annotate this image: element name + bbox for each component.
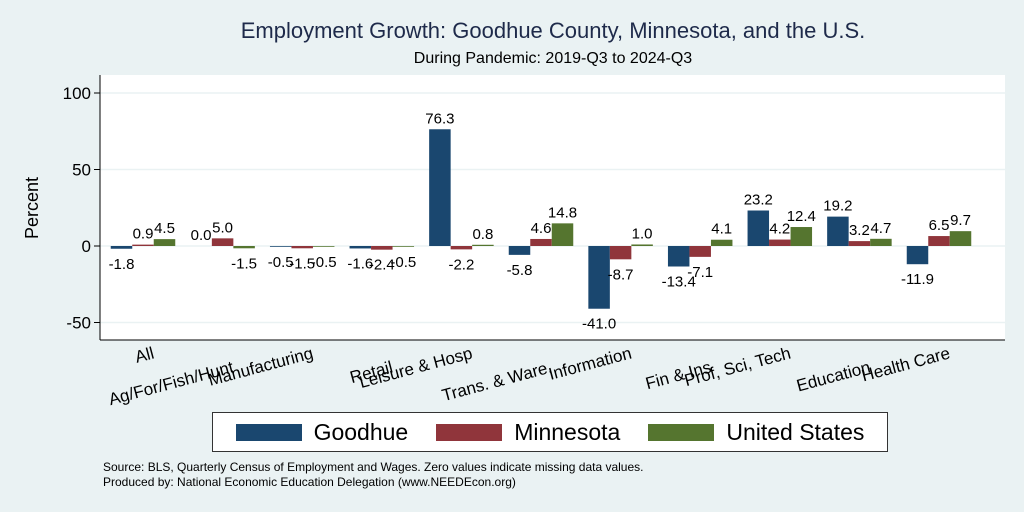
y-tick-label: -50 xyxy=(66,314,91,333)
data-label: -5.8 xyxy=(507,262,533,279)
data-label: 23.2 xyxy=(744,192,773,209)
data-label: 3.2 xyxy=(849,222,870,239)
x-tick-label: Health Care xyxy=(859,344,952,386)
bar-united-states xyxy=(790,227,813,246)
data-label: 0.8 xyxy=(472,226,493,243)
data-label: -0.5 xyxy=(390,254,416,271)
bar-goodhue xyxy=(827,216,849,246)
bar-goodhue xyxy=(508,246,531,255)
bar-united-states xyxy=(710,239,733,246)
bar-goodhue xyxy=(906,246,929,265)
bar-goodhue xyxy=(588,246,610,309)
x-tick-label: Education xyxy=(794,358,872,396)
data-label: -0.5 xyxy=(268,254,294,271)
data-label: 5.0 xyxy=(212,219,233,236)
bar-goodhue xyxy=(269,246,292,247)
data-label: 1.0 xyxy=(632,225,653,242)
bar-minnesota xyxy=(609,246,632,260)
plot-area xyxy=(100,75,1005,340)
bar-minnesota xyxy=(689,246,711,257)
bar-goodhue xyxy=(429,129,451,246)
source-note: Source: BLS, Quarterly Census of Employm… xyxy=(103,460,644,474)
data-label: 12.4 xyxy=(787,208,816,225)
bar-united-states xyxy=(153,239,176,246)
bar-united-states xyxy=(392,246,415,247)
legend-item-minnesota: Minnesota xyxy=(436,419,620,446)
data-label: -1.5 xyxy=(231,255,257,272)
produced-by-note: Produced by: National Economic Education… xyxy=(103,475,516,489)
data-label: 14.8 xyxy=(548,204,577,221)
bar-united-states xyxy=(233,246,255,249)
legend-label-united-states: United States xyxy=(726,418,865,445)
data-label: 6.5 xyxy=(929,217,950,234)
data-label: 4.2 xyxy=(769,221,790,238)
legend-item-united-states: United States xyxy=(648,419,864,446)
bar-united-states xyxy=(551,223,574,246)
data-label: -41.0 xyxy=(582,316,616,333)
bar-minnesota xyxy=(928,236,950,246)
bar-minnesota xyxy=(291,246,313,249)
bar-united-states xyxy=(631,244,653,246)
data-label: -13.4 xyxy=(662,274,696,291)
data-label: -0.5 xyxy=(311,254,337,271)
legend: Goodhue Minnesota United States xyxy=(212,412,888,452)
bar-minnesota xyxy=(371,246,393,250)
data-label: 4.5 xyxy=(154,220,175,237)
legend-swatch-united-states xyxy=(648,423,715,441)
data-label: -1.8 xyxy=(109,256,135,273)
legend-item-goodhue: Goodhue xyxy=(235,418,409,446)
data-label: -1.5 xyxy=(289,255,315,272)
x-tick-label: Information xyxy=(547,344,634,384)
bar-minnesota xyxy=(132,244,154,246)
x-tick-label: Manufacturing xyxy=(206,344,315,390)
data-label: 0.0 xyxy=(191,227,212,244)
y-tick-label: 0 xyxy=(82,237,91,256)
data-label: -7.1 xyxy=(687,264,713,281)
data-label: -2.2 xyxy=(448,256,474,273)
y-tick-label: 100 xyxy=(63,84,91,103)
bar-united-states xyxy=(312,246,335,247)
bar-minnesota xyxy=(211,238,234,246)
legend-label-goodhue: Goodhue xyxy=(313,418,409,445)
chart-subtitle: During Pandemic: 2019-Q3 to 2024-Q3 xyxy=(413,50,693,67)
bar-minnesota xyxy=(530,238,552,246)
data-label: -1.6 xyxy=(347,255,373,272)
data-label: 9.7 xyxy=(950,212,971,229)
bar-united-states xyxy=(870,238,892,246)
bar-minnesota xyxy=(769,239,791,246)
data-label: 4.6 xyxy=(531,220,552,237)
data-label: -2.4 xyxy=(369,257,395,274)
data-label: -8.7 xyxy=(608,266,634,283)
data-label: -11.9 xyxy=(901,271,934,288)
bar-united-states xyxy=(472,244,494,246)
legend-swatch-minnesota xyxy=(436,423,503,441)
bar-goodhue xyxy=(747,210,770,246)
legend-label-minnesota: Minnesota xyxy=(514,418,621,445)
y-axis-label: Percent xyxy=(22,177,42,239)
data-label: 0.9 xyxy=(133,226,154,243)
bar-minnesota xyxy=(848,241,871,246)
x-tick-label: All xyxy=(133,344,156,367)
data-label: 76.3 xyxy=(425,110,454,127)
y-tick-label: 50 xyxy=(72,161,91,180)
chart-title: Employment Growth: Goodhue County, Minne… xyxy=(240,18,866,43)
data-label: 19.2 xyxy=(823,198,852,215)
bar-minnesota xyxy=(450,246,473,250)
bar-goodhue xyxy=(667,246,690,267)
bar-goodhue xyxy=(110,246,133,249)
data-label: 4.1 xyxy=(711,221,732,238)
x-tick-label: Prof, Sci, Tech xyxy=(682,344,792,391)
bar-goodhue xyxy=(349,246,372,249)
legend-swatch-goodhue xyxy=(235,423,302,441)
data-label: 4.7 xyxy=(870,220,891,237)
bar-united-states xyxy=(949,231,972,246)
